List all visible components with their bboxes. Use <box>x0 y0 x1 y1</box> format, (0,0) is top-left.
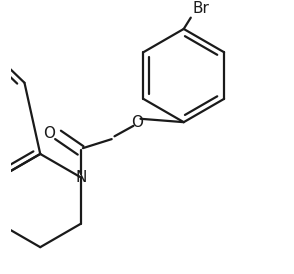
Text: O: O <box>43 126 55 141</box>
Text: O: O <box>131 115 143 130</box>
Text: Br: Br <box>192 1 209 16</box>
Text: N: N <box>76 170 87 185</box>
